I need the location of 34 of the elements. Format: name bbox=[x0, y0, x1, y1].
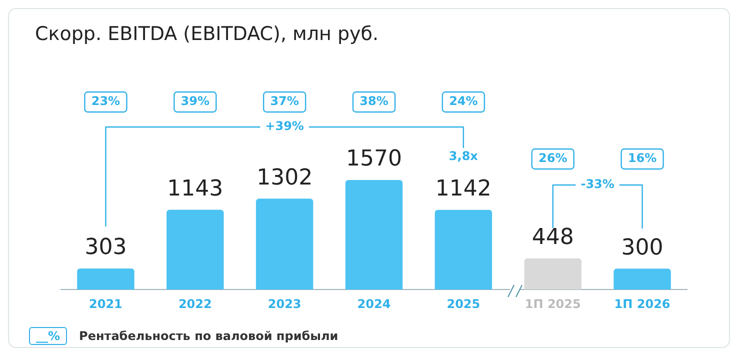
annotation: -33% bbox=[580, 177, 614, 192]
bar bbox=[434, 210, 492, 290]
chart-title: Скорр. EBITDA (EBITDAC), млн руб. bbox=[35, 23, 379, 45]
x-tick-label: 2023 bbox=[268, 296, 302, 311]
bar bbox=[256, 198, 314, 290]
data-label: 300 bbox=[621, 235, 664, 260]
data-label: 448 bbox=[532, 225, 574, 250]
bar bbox=[614, 268, 671, 290]
data-label: 1143 bbox=[167, 176, 224, 202]
text: +39% bbox=[265, 119, 304, 134]
x-tick-label: 1П 2025 bbox=[524, 296, 581, 311]
data-label: 303 bbox=[84, 235, 127, 260]
data-label: 1570 bbox=[346, 146, 402, 172]
data-label: 1302 bbox=[256, 165, 313, 190]
text: 3,8x bbox=[448, 149, 478, 164]
text: 24% bbox=[449, 94, 478, 108]
text: 39% bbox=[180, 94, 210, 108]
text: 38% bbox=[360, 94, 388, 108]
data-label: 1142 bbox=[435, 176, 492, 202]
bar bbox=[166, 210, 224, 290]
text: 23% bbox=[91, 94, 120, 108]
bar bbox=[345, 180, 403, 290]
bar bbox=[77, 268, 134, 290]
text: __% bbox=[29, 327, 68, 345]
x-tick-label: 2022 bbox=[178, 296, 212, 311]
x-tick-label: 1П 2026 bbox=[614, 296, 670, 311]
text: 16% bbox=[628, 151, 657, 166]
bar bbox=[524, 258, 582, 290]
text: Рентабельность по валовой прибыли bbox=[79, 329, 338, 343]
x-tick-label: 2021 bbox=[89, 296, 122, 311]
x-tick-label: 2025 bbox=[446, 296, 480, 311]
text: 37% bbox=[270, 94, 299, 108]
x-tick-label: 2024 bbox=[357, 296, 391, 311]
text: 26% bbox=[538, 151, 568, 166]
